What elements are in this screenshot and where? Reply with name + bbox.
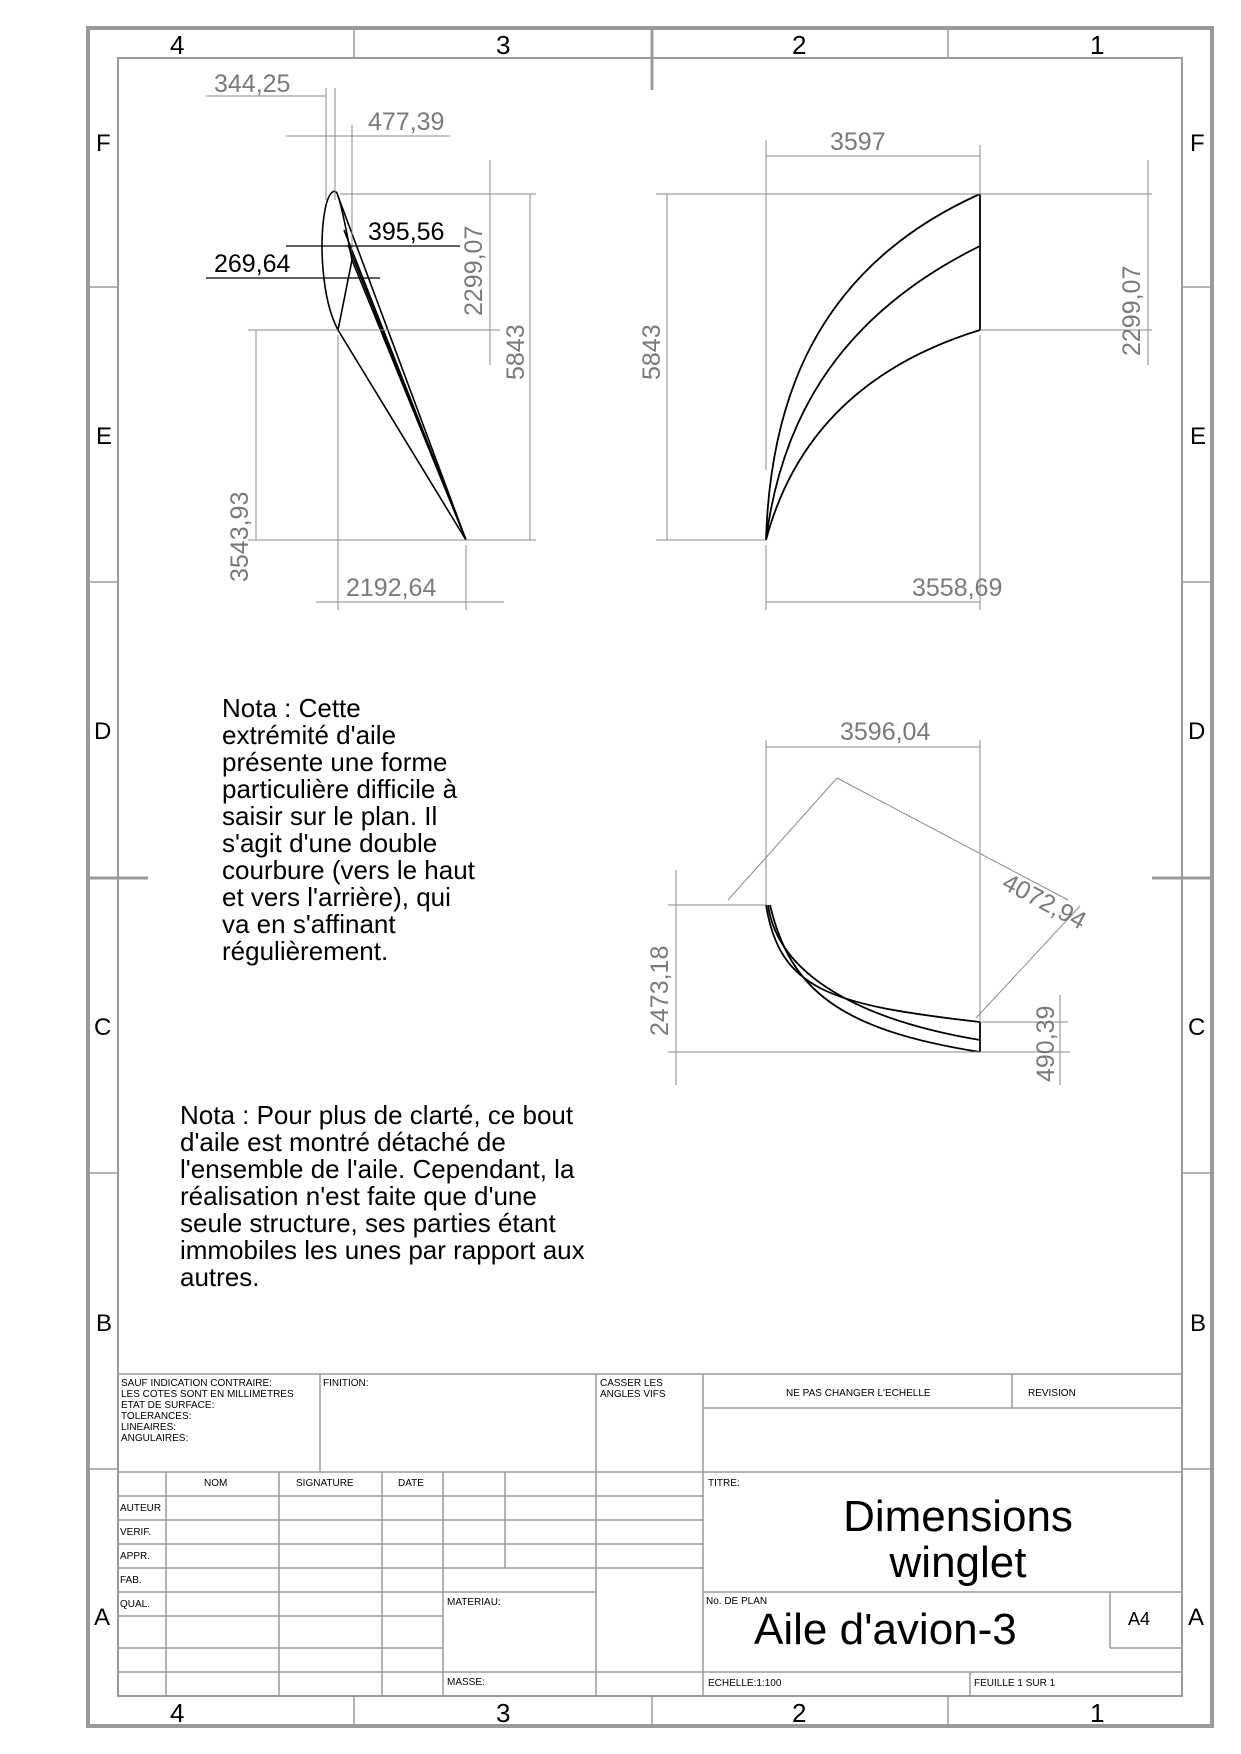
dim-front-2192-64: 2192,64	[346, 574, 437, 602]
dim-front-5843: 5843	[502, 324, 530, 380]
dim-top-3596-04: 3596,04	[840, 718, 931, 746]
sheet-count: FEUILLE 1 SUR 1	[974, 1678, 1056, 1689]
zone-col-4-bottom: 4	[170, 1698, 185, 1728]
dim-top-490-39: 490,39	[1032, 1005, 1060, 1082]
zone-row-e-left: E	[96, 423, 113, 450]
drawing-number: Aile d'avion-3	[754, 1605, 1017, 1654]
col-signature: SIGNATURE	[296, 1478, 354, 1489]
dim-side-5843: 5843	[638, 324, 666, 380]
dim-front-344-25: 344,25	[214, 70, 291, 98]
zone-row-f-left: F	[96, 130, 111, 157]
zone-col-2-bottom: 2	[792, 1698, 807, 1728]
col-date: DATE	[398, 1478, 424, 1489]
front-view	[206, 88, 536, 610]
dim-front-269-64: 269,64	[214, 250, 291, 278]
dim-side-3558-69: 3558,69	[912, 574, 1003, 602]
col-nom: NOM	[204, 1478, 228, 1489]
general-notes: SAUF INDICATION CONTRAIRE: LES COTES SON…	[121, 1378, 294, 1444]
row-appr: APPR.	[120, 1551, 151, 1562]
no-scale-label: NE PAS CHANGER L'ECHELLE	[786, 1388, 931, 1399]
row-auteur: AUTEUR	[120, 1503, 162, 1514]
break-edges-label: CASSER LES ANGLES VIFS	[600, 1378, 666, 1400]
zone-col-2-top: 2	[792, 30, 807, 60]
drawing-title: Dimensions winglet	[843, 1492, 1073, 1587]
zone-row-c-left: C	[94, 1014, 112, 1041]
zone-dividers	[88, 28, 1212, 1726]
side-view-profile	[765, 193, 981, 541]
drawing-number-label: No. DE PLAN	[706, 1596, 768, 1607]
note-detached-view: Nota : Pour plus de clarté, ce bout d'ai…	[180, 1100, 585, 1292]
revision-label: REVISION	[1028, 1388, 1076, 1399]
zone-row-a-right: A	[1188, 1604, 1205, 1631]
front-view-dim-lines-black	[206, 245, 460, 279]
zone-col-1-bottom: 1	[1090, 1698, 1105, 1728]
top-view-dim-lines	[668, 740, 1081, 1085]
dim-front-395-56: 395,56	[368, 218, 445, 246]
zone-row-d-left: D	[94, 718, 112, 745]
row-qual: QUAL.	[120, 1599, 151, 1610]
row-fab: FAB.	[120, 1575, 142, 1586]
zone-col-1-top: 1	[1090, 30, 1105, 60]
zone-col-3-bottom: 3	[496, 1698, 511, 1728]
zone-row-a-left: A	[94, 1604, 111, 1631]
top-view-profile	[765, 904, 981, 1053]
zone-row-f-right: F	[1190, 130, 1205, 157]
dim-top-2473-18: 2473,18	[646, 945, 674, 1036]
top-view	[668, 740, 1081, 1085]
finish-label: FINITION:	[323, 1378, 369, 1389]
front-view-profile	[321, 190, 467, 541]
front-view-dim-lines	[206, 88, 536, 610]
sheet-size: A4	[1128, 1609, 1151, 1629]
dim-front-2299-07: 2299,07	[460, 225, 488, 316]
note-double-curvature: Nota : Cette extrémité d'aile présente u…	[222, 693, 475, 966]
zone-row-c-right: C	[1188, 1014, 1206, 1041]
dim-side-3597: 3597	[830, 128, 886, 156]
zone-row-e-right: E	[1190, 423, 1207, 450]
zone-row-b-right: B	[1190, 1310, 1207, 1337]
title-block-grid	[118, 1373, 1182, 1696]
dim-front-3543-93: 3543,93	[226, 491, 254, 582]
side-view-dim-lines	[656, 140, 1152, 610]
title-label: TITRE:	[708, 1478, 740, 1489]
side-view	[656, 140, 1152, 610]
zone-col-4-top: 4	[170, 30, 185, 60]
dim-front-477-39: 477,39	[368, 108, 445, 136]
material-label: MATERIAU:	[447, 1597, 501, 1608]
zone-row-b-left: B	[96, 1310, 113, 1337]
scale-label: ECHELLE:1:100	[708, 1678, 782, 1689]
mass-label: MASSE:	[447, 1677, 485, 1688]
dim-side-2299-07: 2299,07	[1118, 265, 1146, 356]
zone-row-d-right: D	[1188, 718, 1206, 745]
zone-col-3-top: 3	[496, 30, 511, 60]
row-verif: VERIF.	[120, 1527, 152, 1538]
